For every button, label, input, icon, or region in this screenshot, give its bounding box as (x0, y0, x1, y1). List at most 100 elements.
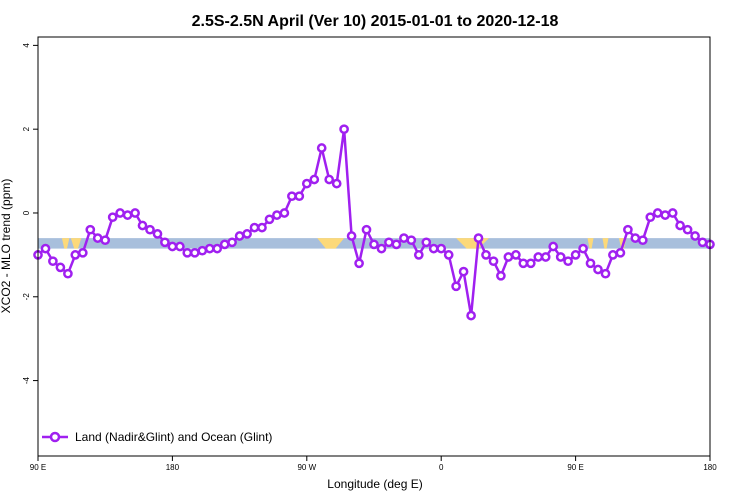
data-point (570, 250, 581, 260)
data-point (309, 174, 320, 185)
land-segment (587, 238, 594, 249)
data-point (324, 174, 335, 185)
data-point (107, 212, 118, 223)
data-point (77, 247, 88, 258)
data-point (384, 237, 394, 248)
data-point (160, 237, 170, 248)
data-point (212, 243, 223, 254)
plot-frame (37, 36, 711, 457)
data-point (615, 247, 626, 258)
data-point (354, 258, 364, 269)
x-tick-label: 90 W (297, 463, 316, 472)
data-point (197, 245, 208, 256)
data-point (376, 243, 387, 254)
data-point (339, 124, 349, 135)
x-axis-label: Longitude (deg E) (327, 477, 422, 491)
data-point (473, 233, 484, 243)
data-point (540, 252, 551, 262)
data-point (70, 250, 81, 260)
data-point (369, 239, 379, 250)
land-segment (602, 238, 609, 249)
data-point (100, 235, 111, 246)
data-point (301, 178, 312, 189)
data-point (466, 310, 476, 321)
data-point (85, 224, 96, 235)
y-axis: 4 2 0 -2 -4 (22, 43, 38, 384)
data-point (219, 239, 230, 250)
legend: Land (Nadir&Glint) and Ocean (Glint) (42, 430, 272, 444)
data-point (137, 220, 148, 231)
data-point (40, 243, 51, 254)
data-point (316, 143, 327, 153)
data-point (630, 233, 641, 243)
data-point (608, 250, 618, 260)
data-point (563, 256, 573, 267)
data-point (331, 178, 342, 189)
data-point (152, 229, 163, 239)
data-point (399, 233, 409, 243)
data-point (167, 241, 178, 252)
data-point (533, 252, 544, 262)
data-point (130, 208, 140, 218)
y-tick-label: 0 (22, 210, 31, 215)
land-segment (70, 238, 82, 249)
x-tick-label: 0 (439, 463, 444, 472)
x-tick-label: 180 (703, 463, 717, 472)
data-point (272, 210, 282, 220)
data-point (593, 264, 603, 275)
data-point (443, 250, 454, 260)
data-point (481, 250, 491, 260)
y-axis-label: XCO2 - MLO trend (ppm) (0, 179, 13, 314)
data-point (182, 247, 193, 258)
data-point (189, 247, 200, 258)
data-point (257, 222, 267, 233)
data-point (92, 233, 103, 243)
data-point (122, 210, 133, 220)
data-point (555, 252, 566, 262)
data-point (548, 241, 559, 252)
data-point (294, 191, 305, 202)
data-point (204, 243, 215, 254)
data-point (361, 224, 372, 235)
data-point (115, 208, 125, 218)
legend-label: Land (Nadir&Glint) and Ocean (Glint) (75, 430, 272, 444)
data-point (145, 224, 155, 235)
y-tick-label: 4 (22, 43, 31, 48)
data-point (391, 239, 402, 250)
land-segment (317, 238, 345, 249)
data-point (525, 258, 536, 269)
data-point (406, 235, 417, 246)
data-point (675, 220, 685, 231)
data-point (585, 258, 596, 269)
x-tick-label: 90 E (567, 463, 583, 472)
chart-title: 2.5S-2.5N April (Ver 10) 2015-01-01 to 2… (192, 13, 559, 30)
data-point (578, 243, 588, 254)
data-point (428, 243, 439, 254)
data-point (637, 235, 648, 246)
data-point (249, 222, 260, 233)
data-point (63, 268, 73, 279)
y-tick-label: -2 (22, 293, 31, 301)
data-point (458, 266, 469, 277)
data-point (279, 208, 290, 218)
data-point (346, 231, 357, 241)
data-point (623, 224, 633, 235)
data-point (600, 268, 611, 279)
data-point (697, 237, 708, 248)
data-point (682, 224, 693, 235)
data-point (48, 256, 58, 267)
y-tick-label: -4 (22, 376, 31, 384)
data-point (55, 262, 66, 273)
series-layer (33, 124, 715, 321)
x-tick-label: 180 (166, 463, 180, 472)
data-point (488, 256, 499, 267)
data-point (496, 270, 506, 281)
y-tick-label: 2 (22, 126, 31, 131)
data-point (518, 258, 529, 269)
data-point (227, 237, 237, 248)
data-point (242, 229, 252, 239)
data-point (511, 250, 521, 260)
data-point (652, 208, 663, 218)
data-point (503, 252, 514, 262)
